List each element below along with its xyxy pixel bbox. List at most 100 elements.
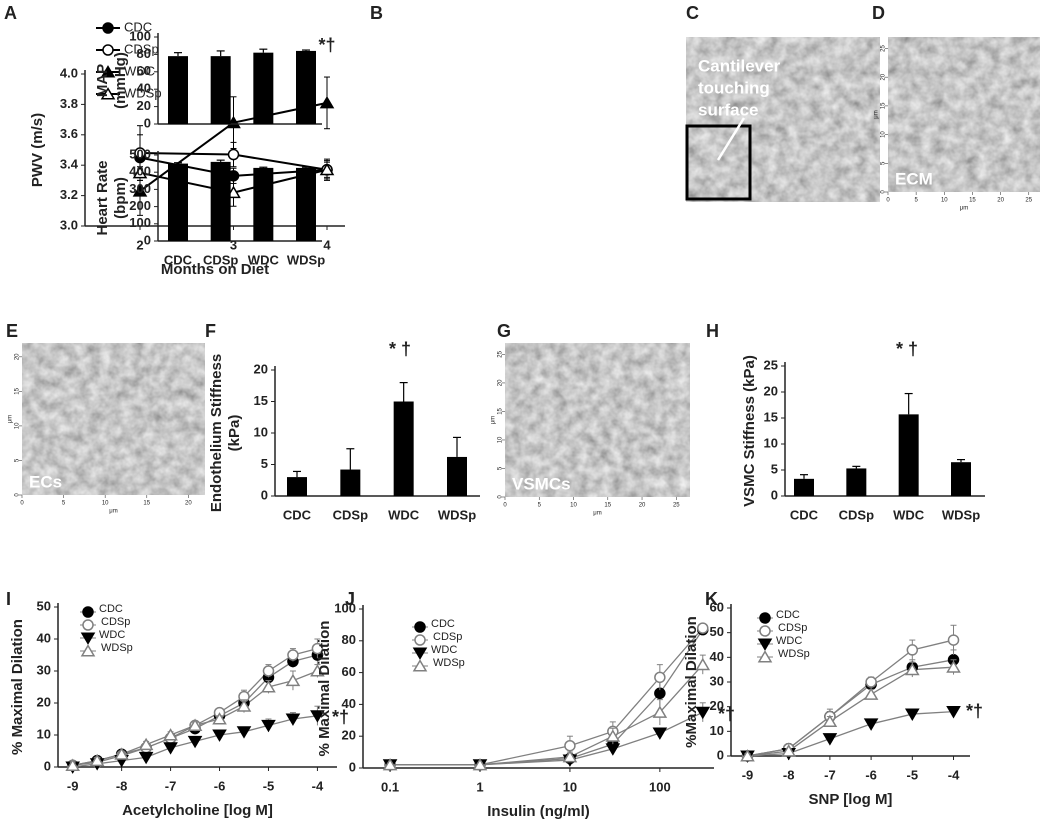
y-axis-label: μm xyxy=(491,416,497,424)
marker xyxy=(212,729,227,742)
x-tick-label: CDC xyxy=(283,507,312,522)
x-tick-label: 15 xyxy=(604,503,611,509)
bar xyxy=(393,401,414,496)
panel-letter: A xyxy=(4,3,17,23)
bar xyxy=(296,167,316,241)
bar xyxy=(253,167,274,241)
image-label: surface xyxy=(698,100,758,119)
bar xyxy=(168,163,188,241)
y-axis-label: PWV (m/s) xyxy=(29,113,46,187)
legend-label: CDC xyxy=(431,618,455,630)
y-tick-label: 0 xyxy=(144,232,151,247)
x-tick-label: 10 xyxy=(563,779,577,794)
y-tick-label: 0 xyxy=(771,487,778,502)
y-tick-label: 100 xyxy=(129,215,151,230)
legend-label: CDC xyxy=(776,609,800,621)
marker xyxy=(310,664,325,677)
x-tick-label: WDC xyxy=(388,507,420,522)
overlay xyxy=(685,117,752,201)
x-tick-label: 2 xyxy=(136,237,143,252)
x-tick-label: -5 xyxy=(907,767,919,782)
marker xyxy=(319,162,335,176)
y-tick-label: 30 xyxy=(37,662,51,677)
x-tick-label: 0 xyxy=(503,503,507,509)
x-tick-label: -4 xyxy=(312,778,324,793)
marker xyxy=(863,687,879,700)
marker xyxy=(261,680,276,693)
marker xyxy=(261,719,276,733)
marker xyxy=(80,632,96,645)
marker xyxy=(89,753,105,767)
y-tick-label: 0 xyxy=(349,759,356,774)
marker xyxy=(605,729,621,742)
y-tick-label: 60 xyxy=(710,599,724,614)
bar xyxy=(340,469,361,496)
x-tick-label: -4 xyxy=(948,767,960,782)
y-tick-label: 10 xyxy=(37,726,51,741)
marker xyxy=(412,659,428,672)
y-tick-label: 10 xyxy=(15,422,21,429)
image-label: Cantilever xyxy=(698,56,781,75)
y-tick-label: 3.8 xyxy=(60,96,78,111)
panel-letter: J xyxy=(345,589,355,609)
panel-letter: H xyxy=(706,321,719,341)
x-tick-label: 100 xyxy=(649,779,671,794)
legend-label: WDC xyxy=(776,635,802,647)
panel-letter: C xyxy=(686,3,699,23)
x-tick-label: 25 xyxy=(673,503,680,509)
legend-label: CDSp xyxy=(124,41,159,56)
marker xyxy=(236,699,252,712)
micrograph xyxy=(505,343,690,497)
bar xyxy=(210,56,231,124)
marker xyxy=(605,743,621,756)
x-tick-label: 10 xyxy=(570,503,577,509)
y-tick-label: 10 xyxy=(710,723,724,738)
y-tick-label: 25 xyxy=(764,357,778,372)
bar xyxy=(253,52,274,124)
x-tick-label: 3 xyxy=(230,237,237,252)
x-tick-label: -6 xyxy=(214,778,226,793)
series-line xyxy=(390,711,704,766)
panel-letter: E xyxy=(6,321,18,341)
x-tick-label: 5 xyxy=(914,198,918,204)
x-tick-label: WDSp xyxy=(438,507,476,522)
marker xyxy=(287,649,299,661)
x-tick-label: 1 xyxy=(476,779,483,794)
y-tick-label: 15 xyxy=(881,102,887,109)
y-tick-label: 40 xyxy=(137,81,151,96)
y-axis-label: (kPa) xyxy=(226,415,243,452)
x-tick-label: CDSp xyxy=(333,507,368,522)
y-tick-label: 20 xyxy=(254,361,268,376)
y-axis-label: Endothelium Stiffness xyxy=(208,354,225,512)
marker xyxy=(759,625,771,637)
y-tick-label: 100 xyxy=(129,28,151,43)
marker xyxy=(132,184,148,197)
marker xyxy=(652,705,668,718)
legend-label: CDSp xyxy=(101,616,130,628)
marker xyxy=(138,751,154,765)
y-axis-label: VSMC Stiffness (kPa) xyxy=(741,355,758,507)
bar xyxy=(846,468,867,496)
y-tick-label: 10 xyxy=(498,436,504,443)
x-tick-label: 15 xyxy=(969,198,976,204)
x-tick-label: 20 xyxy=(639,503,646,509)
marker xyxy=(80,644,96,657)
y-tick-label: 80 xyxy=(342,632,356,647)
bar xyxy=(296,50,316,124)
x-axis-label: μm xyxy=(960,206,968,212)
y-tick-label: 0 xyxy=(15,493,21,497)
y-tick-label: 5 xyxy=(15,458,21,462)
marker xyxy=(138,737,154,751)
y-tick-label: 200 xyxy=(129,198,151,213)
pointer-line xyxy=(716,117,746,161)
x-tick-label: 10 xyxy=(102,501,109,507)
bar xyxy=(898,414,919,496)
x-tick-label: 0 xyxy=(886,198,890,204)
legend-label: WDSp xyxy=(124,85,162,100)
panels: 3.0 3.2 3.4 3.6 3.8 4.0 PWV (m/s) Months on Die… xyxy=(4,3,1040,820)
x-axis-label: Acetylcholine [log M] xyxy=(122,802,273,819)
y-tick-label: 20 xyxy=(498,379,504,386)
series-line xyxy=(747,710,954,757)
marker xyxy=(562,749,578,763)
marker xyxy=(310,710,325,723)
